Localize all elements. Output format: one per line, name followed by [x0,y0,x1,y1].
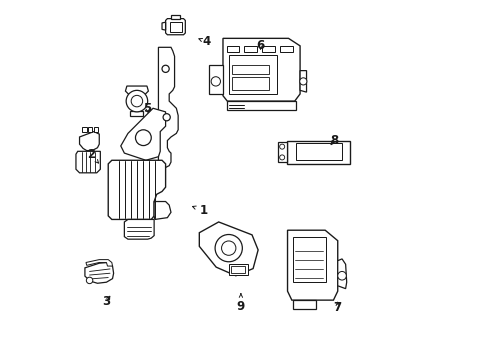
Circle shape [299,78,306,85]
Circle shape [126,90,147,112]
Bar [231,77,268,90]
Circle shape [279,144,284,149]
Bar [231,65,268,74]
Bar [226,46,238,52]
Polygon shape [208,65,223,94]
Text: 4: 4 [199,35,210,49]
Polygon shape [337,259,346,289]
Polygon shape [88,127,92,132]
Bar [228,264,248,275]
Polygon shape [162,22,165,30]
Polygon shape [223,39,300,101]
Circle shape [221,241,235,255]
Polygon shape [94,127,98,132]
Polygon shape [226,101,296,110]
Polygon shape [76,151,100,173]
Polygon shape [165,19,185,35]
Polygon shape [286,140,349,164]
Text: 5: 5 [143,102,151,115]
Text: 9: 9 [236,294,244,313]
Text: 7: 7 [333,301,341,314]
Bar [169,22,182,32]
Circle shape [337,271,346,280]
Polygon shape [171,15,180,19]
Polygon shape [199,222,258,276]
Polygon shape [292,300,316,309]
Text: 6: 6 [256,39,264,52]
Polygon shape [108,160,165,220]
Polygon shape [125,86,148,95]
Polygon shape [82,127,86,132]
Polygon shape [85,262,113,283]
Polygon shape [130,111,143,116]
Circle shape [211,77,220,86]
Text: 3: 3 [102,296,110,309]
Circle shape [162,65,169,72]
Text: 2: 2 [87,148,98,163]
Bar [262,46,274,52]
Polygon shape [86,260,112,266]
Polygon shape [300,71,306,92]
Polygon shape [124,220,154,239]
Text: 1: 1 [192,204,207,217]
Polygon shape [287,230,337,300]
Polygon shape [154,202,171,220]
Circle shape [86,277,93,284]
Bar [229,55,277,94]
Bar [280,46,292,52]
Circle shape [131,95,142,107]
Circle shape [163,114,170,121]
Polygon shape [158,47,178,167]
Bar [244,46,256,52]
Bar [231,266,244,273]
Polygon shape [121,108,165,160]
Polygon shape [80,132,99,150]
Bar [292,237,325,282]
Circle shape [135,130,151,145]
Bar [295,143,342,160]
Circle shape [279,155,284,160]
Circle shape [215,234,242,262]
Text: 8: 8 [329,134,338,147]
Polygon shape [277,142,286,162]
